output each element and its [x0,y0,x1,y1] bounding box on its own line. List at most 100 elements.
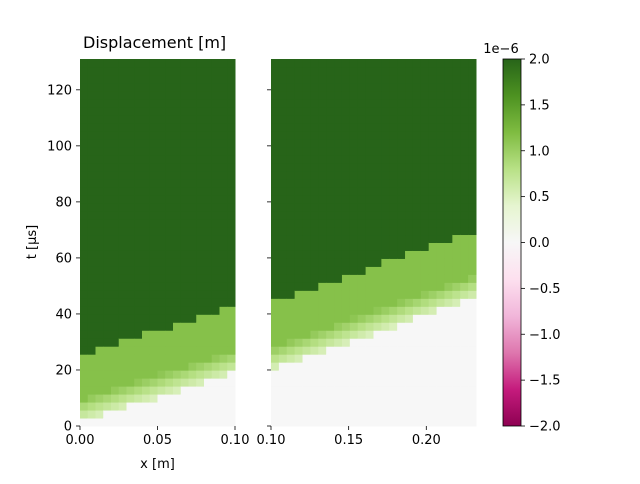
heatmap-cell [460,266,469,275]
heatmap-cell [196,162,205,172]
heatmap-cell [87,378,96,387]
heatmap-cell [134,146,143,156]
heatmap-cell [452,234,461,243]
heatmap-cell [180,290,189,299]
heatmap-cell [349,362,359,371]
heatmap-cell [436,298,445,307]
heatmap-cell [341,154,351,164]
heatmap-cell [349,210,359,220]
heatmap-cell [173,394,182,403]
heatmap-cell [381,410,390,419]
heatmap-cell [420,354,430,363]
heatmap-cell [118,74,127,84]
heatmap-cell [436,122,445,132]
heatmap-cell [452,59,461,68]
heatmap-cell [173,314,182,323]
heatmap-cell [452,242,461,251]
heatmap-cell [428,234,438,243]
heatmap-cell [460,154,469,164]
heatmap-cell [95,362,104,371]
heatmap-cell [357,210,367,220]
heatmap-cell [118,298,127,307]
heatmap-cell [219,106,228,116]
heatmap-cell [373,330,382,339]
heatmap-cell [134,194,143,204]
heatmap-cell [405,106,414,116]
heatmap-cell [80,322,89,331]
heatmap-cell [271,146,280,156]
heatmap-cell [349,202,359,212]
heatmap-cell [397,338,406,347]
heatmap-cell [294,314,304,323]
heatmap-cell [278,59,288,68]
heatmap-cell [227,59,236,68]
heatmap-cell [294,138,304,148]
heatmap-cell [444,290,453,299]
heatmap-cell [468,170,477,180]
heatmap-cell [87,386,96,395]
heatmap-cell [365,210,374,220]
heatmap-cell [310,402,319,411]
heatmap-cell [126,194,135,204]
heatmap-cell [444,354,453,363]
heatmap-cell [460,186,469,196]
heatmap-cell [349,59,359,68]
heatmap-cell [95,386,104,395]
heatmap-cell [204,402,213,411]
heatmap-cell [196,146,205,156]
heatmap-cell [468,346,477,355]
heatmap-cell [397,298,406,307]
heatmap-cell [326,98,335,108]
heatmap-cell [389,162,398,172]
heatmap-cell [452,314,461,323]
heatmap-cell [349,378,359,387]
heatmap-cell [326,178,335,188]
heatmap-cell [149,234,158,243]
heatmap-cell [165,418,174,427]
heatmap-cell [271,282,280,291]
heatmap-cell [444,138,453,148]
heatmap-cell [468,354,477,363]
heatmap-cell [334,266,343,275]
heatmap-cell [444,122,453,132]
heatmap-cell [149,338,158,347]
heatmap-cell [103,314,112,323]
heatmap-cell [278,218,288,228]
heatmap-cell [428,306,438,315]
colorbar-tick-label: 0.0 [529,236,550,251]
heatmap-cell [134,258,143,267]
heatmap-cell [389,354,398,363]
heatmap-cell [271,130,280,140]
heatmap-cell [126,306,135,315]
heatmap-cell [428,242,438,251]
heatmap-cell [196,354,205,363]
heatmap-cell [142,378,151,387]
heatmap-cell [180,410,189,419]
heatmap-cell [412,354,422,363]
heatmap-cell [80,250,89,259]
heatmap-cell [271,330,280,339]
heatmap-cell [412,266,422,275]
heatmap-cell [278,178,288,188]
heatmap-cell [334,98,343,108]
heatmap-cell [436,370,445,379]
heatmap-cell [334,82,343,92]
heatmap-cell [286,218,296,228]
colorbar-tick-label: −0.5 [529,282,561,297]
heatmap-cell [460,298,469,307]
heatmap-cell [381,122,390,132]
heatmap-cell [278,386,288,395]
heatmap-cell [428,274,438,283]
heatmap-cell [468,282,477,291]
heatmap-cell [126,378,135,387]
heatmap-cell [294,162,304,172]
heatmap-cell [227,106,236,116]
heatmap-cell [334,218,343,228]
heatmap-cell [468,410,477,419]
heatmap-cell [468,338,477,347]
heatmap-cell [271,418,280,427]
heatmap-cell [365,290,374,299]
heatmap-cell [334,178,343,188]
heatmap-cell [149,186,158,196]
heatmap-cell [165,386,174,395]
